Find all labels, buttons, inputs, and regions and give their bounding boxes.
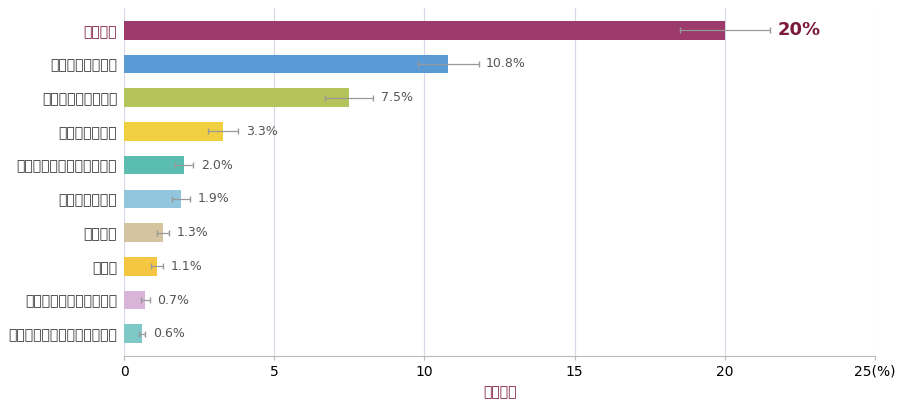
Bar — [124, 122, 223, 141]
Text: 10.8%: 10.8% — [486, 58, 526, 71]
Text: 3.3%: 3.3% — [246, 125, 277, 138]
Bar — [124, 55, 448, 73]
Bar — [124, 156, 184, 175]
Bar — [124, 291, 145, 309]
Text: 1.1%: 1.1% — [171, 260, 202, 273]
Text: 7.5%: 7.5% — [380, 91, 413, 104]
Text: 2.0%: 2.0% — [200, 159, 232, 172]
Text: 20%: 20% — [777, 21, 820, 39]
Bar — [124, 190, 181, 208]
Bar — [124, 223, 163, 242]
Bar — [124, 257, 157, 275]
Text: 0.7%: 0.7% — [157, 293, 189, 306]
Text: 1.9%: 1.9% — [198, 193, 229, 205]
Text: 1.3%: 1.3% — [176, 226, 209, 239]
X-axis label: 検出頻度: 検出頻度 — [482, 386, 516, 400]
Bar — [124, 21, 724, 40]
Bar — [124, 324, 142, 343]
Bar — [124, 89, 349, 107]
Text: 0.6%: 0.6% — [153, 327, 184, 340]
